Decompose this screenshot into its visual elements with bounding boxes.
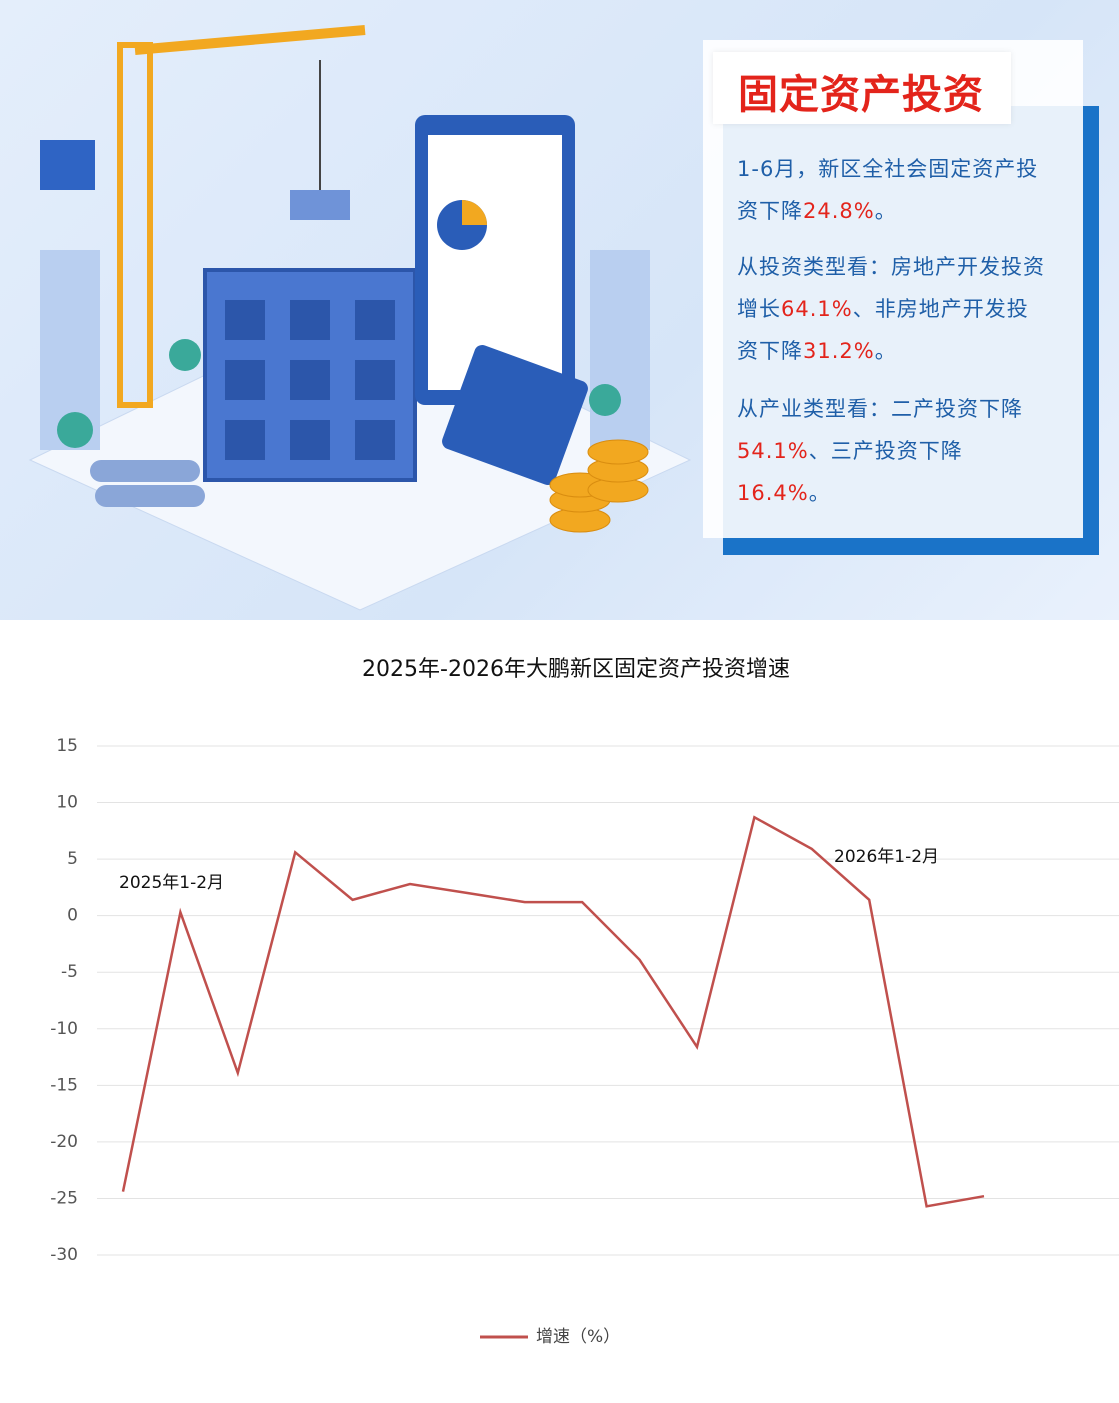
banner-title: 固定资产投资 <box>738 72 984 118</box>
y-tick-label: -20 <box>50 1132 78 1152</box>
y-tick-label: 5 <box>67 849 78 869</box>
y-tick-label: -30 <box>50 1245 78 1265</box>
text-run: 16.4% <box>737 481 809 505</box>
text-run: 54.1% <box>737 439 809 463</box>
text-run: 24.8% <box>803 199 875 223</box>
chart: 2025年-2026年大鹏新区固定资产投资增速 -30 -25 -20 -15 -10 -… <box>50 657 1119 1347</box>
title-box <box>713 52 1011 124</box>
text-run: 、非房地产开发投资下降 <box>737 297 1029 363</box>
y-tick-label: 10 <box>56 793 78 813</box>
text-run: 1-6月，新区全社会固定资产投资下降 <box>737 157 1039 223</box>
y-tick-label: -15 <box>50 1075 78 1095</box>
text-run: 。 <box>874 199 897 223</box>
legend-label: 增速（%） <box>536 1327 620 1347</box>
annotation: 2026年1-2月 <box>834 847 939 867</box>
y-tick-label: 0 <box>67 906 78 926</box>
y-tick-label: -25 <box>50 1188 78 1208</box>
text-run: 从产业类型看：二产投资下降 <box>737 397 1023 421</box>
paragraph: 1-6月，新区全社会固定资产投资下降24.8%。 <box>737 148 1047 232</box>
text-run: 31.2% <box>803 339 875 363</box>
paragraph: 从投资类型看：房地产开发投资增长64.1%、非房地产开发投资下降31.2%。 <box>737 246 1047 372</box>
y-tick-label: -5 <box>61 962 78 982</box>
y-tick-label: -10 <box>50 1019 78 1039</box>
text-run: 。 <box>808 481 831 505</box>
data-line <box>121 815 985 1208</box>
chart-title: 2025年-2026年大鹏新区固定资产投资增速 <box>362 657 790 682</box>
banner: 固定资产投资 1-6月，新区全社会固定资产投资下降24.8%。 从投资类型看：房地… <box>0 0 1119 620</box>
text-run: 64.1% <box>781 297 853 321</box>
text-run: 、三产投资下降 <box>808 439 963 463</box>
text-run: 。 <box>874 339 897 363</box>
annotation: 2025年1-2月 <box>119 873 224 893</box>
illustration <box>28 25 692 611</box>
text-run: 从投资类型看：房地产开发投资增长 <box>737 255 1045 321</box>
paragraph: 从产业类型看：二产投资下降 54.1%、三产投资下降 16.4%。 <box>737 388 1047 514</box>
y-tick-label: 15 <box>56 736 78 756</box>
